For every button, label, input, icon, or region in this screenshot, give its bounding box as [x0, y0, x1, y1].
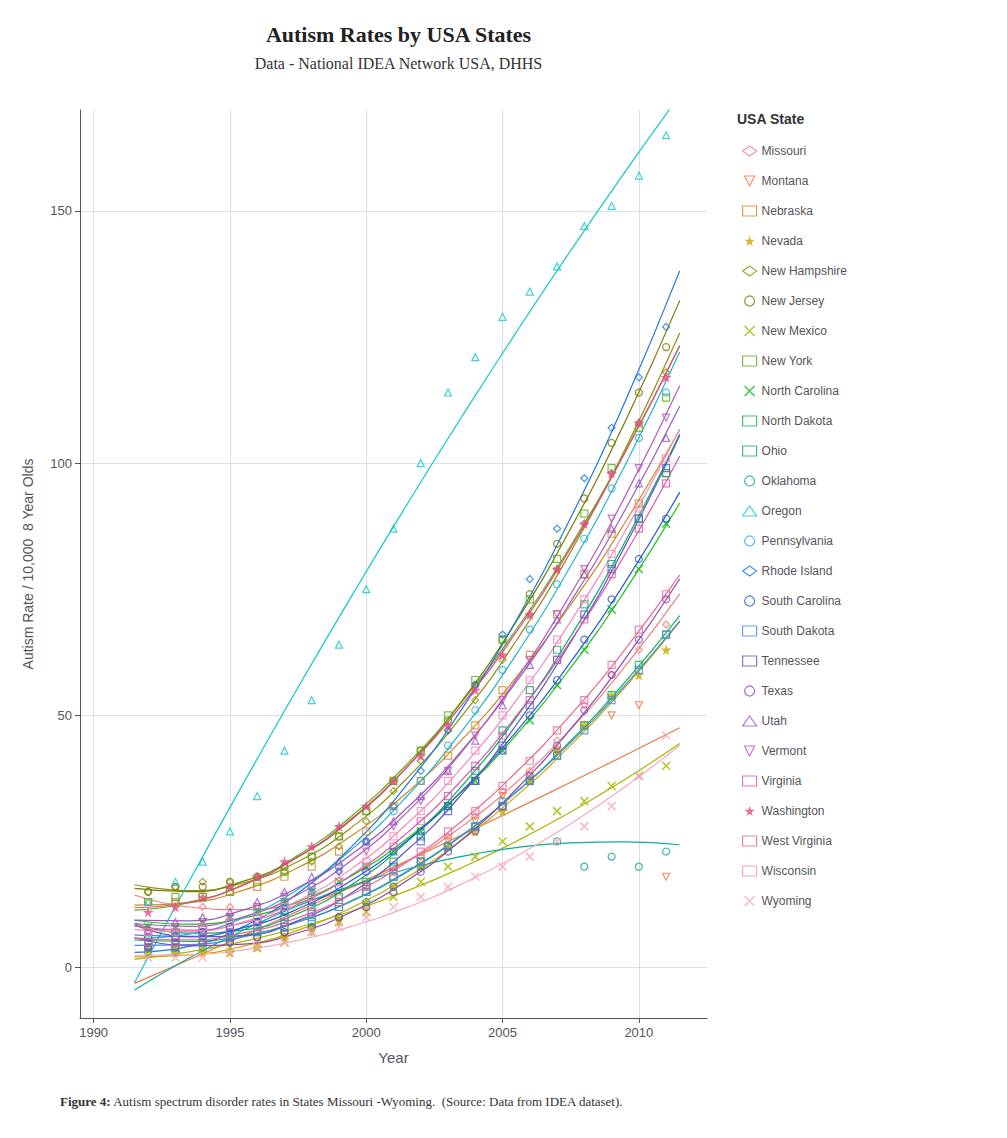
svg-text:Autism Rates by USA States: Autism Rates by USA States: [266, 22, 532, 47]
svg-text:1990: 1990: [79, 1025, 108, 1040]
svg-text:Tennessee: Tennessee: [762, 654, 820, 668]
svg-text:New York: New York: [762, 354, 814, 368]
svg-text:1995: 1995: [215, 1025, 244, 1040]
svg-text:Nevada: Nevada: [762, 234, 804, 248]
svg-text:New Hampshire: New Hampshire: [762, 264, 848, 278]
svg-text:Virginia: Virginia: [762, 774, 802, 788]
svg-text:100: 100: [50, 456, 72, 471]
svg-text:Figure 4:: Figure 4:: [60, 1094, 111, 1109]
svg-text:South Carolina: South Carolina: [762, 594, 842, 608]
svg-text:Rhode Island: Rhode Island: [762, 564, 833, 578]
svg-text:New Mexico: New Mexico: [762, 324, 828, 338]
svg-text:West Virginia: West Virginia: [762, 834, 833, 848]
svg-text:Washington: Washington: [762, 804, 825, 818]
svg-text:2005: 2005: [488, 1025, 517, 1040]
svg-text:Ohio: Ohio: [762, 444, 788, 458]
svg-text:Vermont: Vermont: [762, 744, 807, 758]
svg-text:Wyoming: Wyoming: [762, 894, 812, 908]
svg-text:2010: 2010: [624, 1025, 653, 1040]
svg-text:Montana: Montana: [762, 174, 809, 188]
svg-text:Autism spectrum disorder rates: Autism spectrum disorder rates in States…: [111, 1094, 623, 1109]
svg-text:50: 50: [58, 708, 72, 723]
svg-text:Oregon: Oregon: [762, 504, 802, 518]
svg-text:USA State: USA State: [737, 111, 804, 127]
svg-text:Autism Rate / 10,000 8 Year O: Autism Rate / 10,000 8 Year Olds: [20, 459, 36, 670]
svg-text:Data - National IDEA Network U: Data - National IDEA Network USA, DHHS: [255, 55, 543, 72]
svg-text:Texas: Texas: [762, 684, 793, 698]
svg-text:North Dakota: North Dakota: [762, 414, 833, 428]
svg-text:New Jersey: New Jersey: [762, 294, 825, 308]
svg-text:Missouri: Missouri: [762, 144, 807, 158]
svg-text:0: 0: [65, 960, 72, 975]
svg-text:Year: Year: [378, 1049, 408, 1066]
svg-text:Utah: Utah: [762, 714, 787, 728]
svg-text:Oklahoma: Oklahoma: [762, 474, 817, 488]
svg-text:Pennsylvania: Pennsylvania: [762, 534, 834, 548]
svg-text:Wisconsin: Wisconsin: [762, 864, 817, 878]
svg-text:South Dakota: South Dakota: [762, 624, 835, 638]
svg-text:150: 150: [50, 203, 72, 218]
svg-text:2000: 2000: [352, 1025, 381, 1040]
svg-text:North Carolina: North Carolina: [762, 384, 840, 398]
svg-text:Nebraska: Nebraska: [762, 204, 814, 218]
